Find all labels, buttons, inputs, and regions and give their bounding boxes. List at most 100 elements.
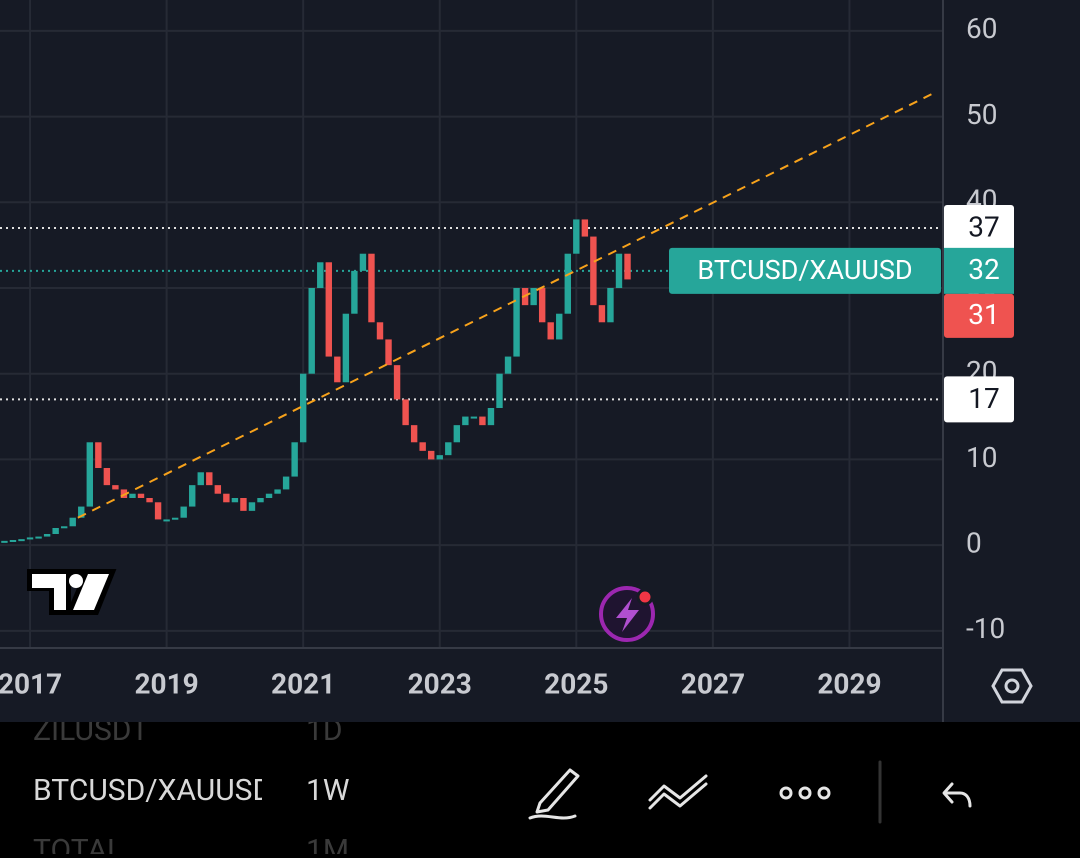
candle (189, 485, 196, 507)
candle (368, 253, 375, 323)
candle (240, 498, 247, 511)
price-tag (944, 205, 1014, 251)
candle (334, 356, 341, 383)
candle (129, 493, 136, 498)
candle (137, 493, 145, 498)
candle (556, 313, 563, 340)
y-tick-label: -10 (966, 612, 1005, 645)
tv-logo (27, 569, 117, 615)
candle (325, 262, 332, 357)
candle (171, 517, 179, 520)
price-tag-label: 37 (968, 210, 999, 243)
candle (598, 305, 606, 323)
candle (453, 425, 461, 443)
candle (496, 373, 503, 408)
candle (462, 416, 469, 426)
candle (43, 534, 51, 537)
candle (103, 468, 111, 486)
candle (146, 498, 153, 503)
candle (120, 489, 128, 498)
candle (26, 537, 34, 540)
candle (573, 219, 580, 254)
candle (564, 253, 571, 314)
y-tick-label: 10 (966, 441, 997, 474)
price-tag (944, 376, 1014, 423)
symbol[interactable]: ZILUSDT (33, 713, 149, 748)
y-tick-label: 0 (966, 527, 982, 560)
candle (78, 506, 85, 518)
candle (69, 517, 76, 527)
candle (581, 219, 589, 237)
candle (35, 536, 42, 539)
candle (1, 540, 8, 543)
x-tick-label: 2021 (271, 667, 335, 700)
candle (547, 322, 554, 340)
x-tick-label: 2029 (817, 667, 881, 700)
candle (308, 288, 315, 374)
candle (393, 365, 401, 400)
y-tick-label: 60 (966, 12, 997, 45)
settings-icon[interactable] (991, 668, 1033, 704)
symbol[interactable]: BTCUSD/XAUUSD (33, 773, 272, 808)
symbol-tag-label: BTCUSD/XAUUSD (697, 254, 912, 286)
undo-icon[interactable] (942, 782, 972, 808)
candle (231, 498, 239, 503)
candle (513, 288, 520, 357)
candle (385, 339, 392, 366)
candle (470, 416, 478, 419)
candle (180, 506, 187, 518)
candle (52, 528, 59, 534)
candle (299, 373, 307, 443)
candle (624, 253, 631, 280)
symbol-tag (669, 247, 941, 294)
chart-background (0, 0, 1080, 722)
candle (60, 526, 68, 529)
candle (615, 253, 623, 288)
candle (359, 253, 367, 271)
candle (607, 288, 614, 323)
candle (223, 493, 230, 503)
candle (257, 498, 264, 503)
candle (436, 455, 443, 460)
lines-icon[interactable] (648, 774, 708, 810)
candle (274, 489, 281, 494)
candle (317, 262, 324, 288)
alerts-icon[interactable] (599, 586, 655, 642)
candle (504, 356, 512, 374)
x-tick-label: 2019 (134, 667, 198, 700)
candle (86, 442, 93, 507)
candle (206, 472, 213, 486)
symbol[interactable]: TOTAL (33, 833, 123, 854)
candle (487, 408, 495, 426)
candle (112, 485, 119, 490)
x-tick-label: 2023 (408, 667, 472, 700)
secondary-tag-label: 31 (968, 298, 999, 331)
candle (342, 313, 350, 383)
last-price-tag (944, 247, 1014, 294)
candle (265, 493, 273, 498)
candle (402, 399, 409, 426)
candle (18, 539, 25, 542)
candle (95, 442, 102, 468)
candle (197, 472, 204, 486)
candle (428, 450, 435, 460)
interval[interactable]: 1W (306, 773, 349, 808)
candle (214, 485, 222, 494)
candle (154, 502, 162, 520)
candle (538, 288, 546, 323)
candle (419, 442, 426, 451)
interval[interactable]: 1M (306, 833, 349, 854)
more-icon[interactable] (779, 786, 831, 800)
candle (479, 416, 486, 426)
secondary-tag (944, 293, 1014, 338)
toolbar (0, 722, 1080, 854)
interval[interactable]: 1D (306, 713, 343, 748)
candle (445, 442, 452, 456)
candle (376, 322, 384, 340)
y-tick-label: 50 (966, 98, 997, 131)
draw-icon[interactable] (528, 768, 580, 820)
candle (590, 236, 597, 306)
x-tick-label: 2027 (681, 667, 745, 700)
x-tick-label: 2017 (0, 667, 62, 700)
